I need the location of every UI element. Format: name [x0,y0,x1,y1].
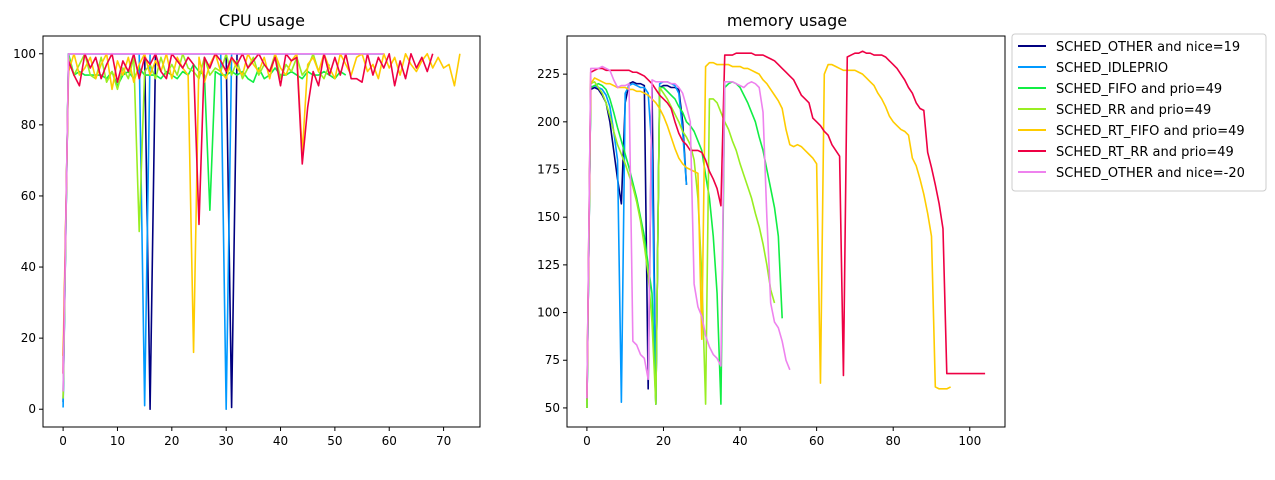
y-tick-label: 200 [537,115,560,129]
memory-usage-chart: memory usage 0 20 40 60 80 100 50 75 100 125 150 17… [537,11,1006,448]
x-tick-label: 100 [958,434,981,448]
x-tick-label: 80 [886,434,901,448]
series-line-4 [586,80,776,408]
chart-title: CPU usage [219,11,305,30]
legend-label: SCHED_RT_FIFO and prio=49 [1056,124,1245,139]
plot-frame [566,35,1006,428]
y-tick-label: 175 [537,163,560,177]
x-tick-label: 50 [327,434,342,448]
x-tick-label: 60 [382,434,397,448]
plot-frame [42,35,481,428]
y-tick-label: 60 [21,189,36,203]
y-tick-label: 50 [545,401,560,415]
series-line-4 [62,52,331,399]
series-line-1 [586,80,688,408]
y-tick-label: 125 [537,258,560,272]
y-tick-label: 100 [13,47,36,61]
y-tick-label: 225 [537,67,560,81]
x-tick-label: 20 [656,434,671,448]
series-line-7 [586,65,791,399]
y-tick-label: 40 [21,260,36,274]
y-tick-label: 20 [21,331,36,345]
series-line-5 [586,61,951,397]
x-tick-label: 60 [809,434,824,448]
x-tick-label: 70 [436,434,451,448]
series-line-3 [586,80,783,408]
y-tick-label: 0 [28,402,36,416]
series-line-7 [62,52,384,392]
legend-label: SCHED_OTHER and nice=-20 [1056,166,1245,181]
series-group [586,50,986,408]
series-line-6 [62,52,434,374]
legend-label: SCHED_OTHER and nice=19 [1056,40,1240,55]
legend-frame [1011,33,1267,192]
cpu-usage-chart: CPU usage 0 10 20 30 40 50 60 70 0 20 40 60 80 100 [13,11,481,448]
y-tick-label: 150 [537,210,560,224]
x-tick-label: 0 [59,434,67,448]
x-tick-label: 30 [219,434,234,448]
legend-label: SCHED_RT_RR and prio=49 [1056,145,1234,160]
legend-label: SCHED_IDLEPRIO [1056,61,1168,76]
series-line-2 [62,52,384,411]
legend-label: SCHED_FIFO and prio=49 [1056,82,1222,97]
series-line-5 [62,52,461,356]
chart-legend: SCHED_OTHER and nice=19 SCHED_IDLEPRIO SCH… [1011,33,1267,192]
y-tick-label: 100 [537,306,560,320]
chart-title: memory usage [727,11,847,30]
y-tick-label: 80 [21,118,36,132]
x-tick-label: 40 [273,434,288,448]
x-tick-label: 40 [732,434,747,448]
x-tick-label: 10 [110,434,125,448]
series-line-6 [586,50,986,399]
x-tick-label: 20 [164,434,179,448]
x-tick-label: 0 [583,434,591,448]
legend-label: SCHED_RR and prio=49 [1056,103,1211,118]
y-tick-label: 75 [545,353,560,367]
series-line-2 [586,80,688,408]
series-group [62,52,461,411]
series-line-3 [62,52,347,392]
